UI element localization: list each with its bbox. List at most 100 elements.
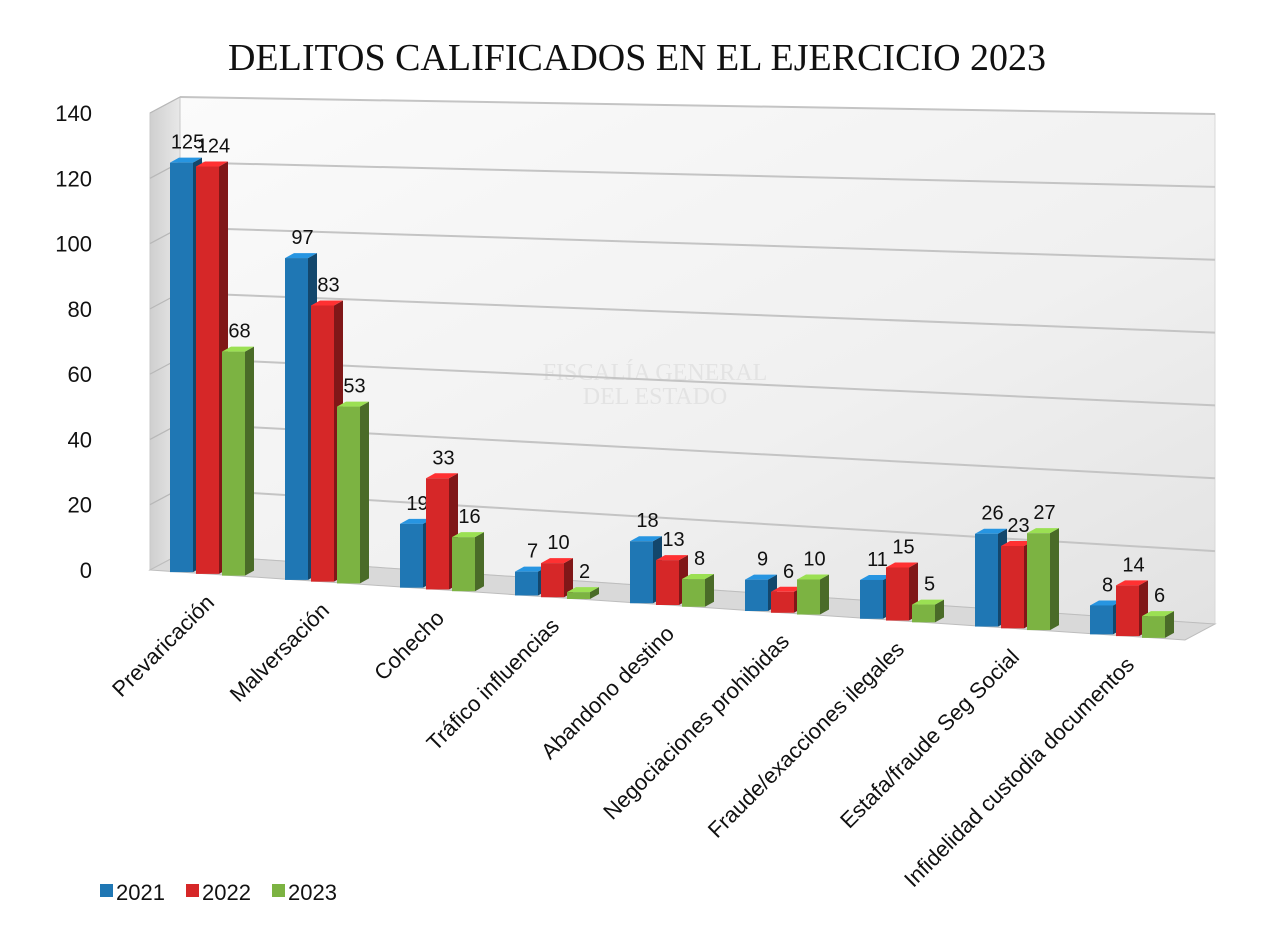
data-label: 18 [636,510,658,532]
bar-front [860,579,883,619]
y-tick-label: 20 [68,493,92,518]
data-label: 8 [694,548,705,570]
bar-front [1142,616,1165,638]
data-label: 6 [1154,585,1165,607]
bar-top [515,566,547,572]
data-label: 125 [171,132,204,154]
bar-front [515,571,538,596]
bar-front [771,591,794,613]
bar-top [1090,600,1122,606]
legend-label: 2022 [202,880,251,905]
bar-top [196,161,228,167]
y-tick-label: 40 [68,427,92,452]
data-label: 5 [924,574,935,596]
data-label: 15 [892,536,914,558]
x-tick-label: Fraude/exacciones ilegales [703,636,909,842]
watermark-text: FISCALÍA GENERAL [543,360,768,386]
bar-top [452,532,484,538]
bar-front [630,541,653,604]
bar-front [1116,585,1139,637]
bar-front [311,305,334,582]
bar [682,574,714,607]
x-tick-label: Cohecho [369,605,449,685]
bar-side [1050,528,1059,631]
bar-front [222,351,245,576]
bar-top [860,574,892,580]
bar [1142,611,1174,638]
gridline [179,226,1216,261]
legend-swatch [100,884,113,897]
x-tick-label: Abandono destino [536,621,679,764]
legend: 2021 2022 2023 [100,880,337,905]
data-label: 10 [803,548,825,570]
y-tick-label: 140 [55,101,92,126]
bar-front [797,579,820,615]
bar-top [1142,611,1174,617]
bar-top [797,574,829,580]
bar-front [400,523,423,588]
bar-front [1001,545,1024,629]
watermark-text: DEL ESTADO [583,384,728,410]
gridline [179,96,1216,115]
bar [630,536,662,604]
data-label: 68 [228,321,250,343]
bar-front [196,166,219,574]
bar-top [426,473,458,479]
bar-top [337,401,369,407]
data-label: 97 [291,227,313,249]
y-tick-label: 0 [80,558,92,583]
bar-top [1001,540,1033,546]
bar-side [590,587,599,599]
bar-side [475,532,484,592]
gridline [179,291,1216,334]
bar-front [337,406,360,584]
data-label: 83 [317,274,339,296]
bar-front [170,162,193,573]
data-label: 9 [757,549,768,571]
bar-front [1090,605,1113,635]
data-label: 13 [662,529,684,551]
bar-front [567,592,590,599]
bar-side [245,346,254,576]
bar-front [912,604,935,623]
bar-top [912,599,944,605]
bar-top [311,300,343,306]
bar-top [630,536,662,542]
bar [452,532,484,592]
bar-top [285,253,317,259]
bar-side [360,401,369,584]
bar-top [1027,528,1059,534]
bar-top [771,586,803,592]
y-tick-label: 100 [55,232,92,257]
bar-top [567,587,599,593]
bar-top [975,528,1007,534]
bar-top [222,346,254,352]
bar-side [705,574,714,607]
legend-label: 2023 [288,880,337,905]
bar-side [1165,611,1174,638]
bar-front [975,533,998,627]
bar-front [426,478,449,590]
bar-side [564,558,573,598]
data-label: 33 [432,447,454,469]
bar [222,346,254,576]
bar-top [1116,580,1148,586]
bar-front [656,560,679,605]
data-label: 6 [783,561,794,583]
bar-front [682,579,705,607]
bar-side [820,574,829,615]
bar-front [541,563,564,598]
bar [1090,600,1122,635]
data-label: 53 [343,376,365,398]
bar [912,599,944,623]
y-tick-label: 80 [68,297,92,322]
bar-top [745,574,777,580]
data-label: 23 [1007,515,1029,537]
bar-side [935,599,944,623]
chart-title: DELITOS CALIFICADOS EN EL EJERCICIO 2023 [228,37,1046,79]
gridline [179,357,1216,407]
data-label: 27 [1033,502,1055,524]
bar-front [1027,533,1050,631]
data-label: 10 [547,532,569,554]
